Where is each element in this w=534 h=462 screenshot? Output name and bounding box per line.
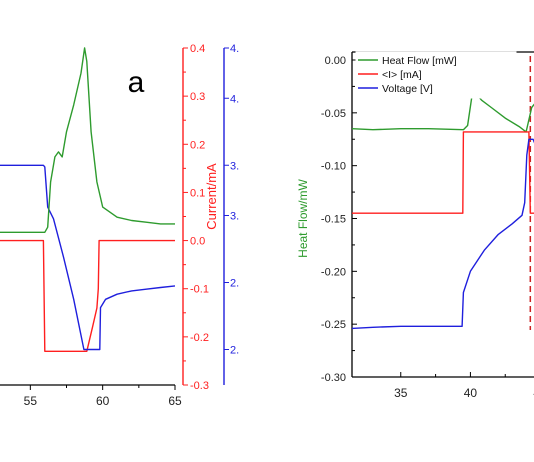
voltage-series-line	[0, 164, 175, 351]
current-axis-title: Current/mA	[204, 163, 219, 230]
y-tick-label: 0.00	[325, 55, 346, 67]
heat-flow-series-line	[352, 93, 534, 133]
voltage-tick-label: 2.	[230, 345, 239, 357]
current-tick-label: -0.3	[190, 380, 209, 392]
voltage-tick-label: 3.	[230, 160, 239, 172]
x-tick-label: 35	[394, 386, 408, 400]
current-tick-label: -0.1	[190, 284, 209, 296]
current-tick-label: 0.3	[190, 91, 205, 103]
current-tick-label: -0.2	[190, 332, 209, 344]
y-tick-label: -0.10	[321, 161, 346, 173]
legend-box	[355, 51, 517, 99]
x-tick-label: 55	[24, 394, 38, 408]
panel-a: 55 60 65 0.4 0.3 0.2 0.1 0.0 -0.1 -0.2 -0.3 Current…	[0, 43, 239, 408]
current-series-line	[0, 239, 175, 352]
voltage-tick-label: 2.	[230, 278, 239, 290]
panel-b: 0.00-0.05-0.10-0.15-0.20-0.25-0.30354045…	[296, 51, 534, 400]
x-tick-label: 60	[96, 394, 110, 408]
legend-entry: Heat Flow [mW]	[382, 55, 457, 67]
current-series-line	[352, 131, 534, 214]
y-axis-title: Heat Flow/mW	[296, 178, 310, 257]
current-tick-label: 0.4	[190, 43, 205, 55]
x-tick-label: 40	[464, 386, 478, 400]
current-tick-label: 0.2	[190, 139, 205, 151]
x-tick-label: 65	[168, 394, 182, 408]
y-tick-label: -0.15	[321, 214, 346, 226]
y-tick-label: -0.05	[321, 108, 346, 120]
legend-entry: Voltage [V]	[382, 83, 433, 95]
voltage-tick-label: 3.	[230, 211, 239, 223]
y-tick-label: -0.30	[321, 372, 346, 384]
current-tick-label: 0.1	[190, 187, 205, 199]
heat-series-line	[0, 47, 175, 233]
legend-entry: <I> [mA]	[382, 69, 422, 81]
voltage-tick-label: 4.	[230, 93, 239, 105]
voltage-series-line	[352, 138, 534, 330]
current-tick-label: 0.0	[190, 236, 205, 248]
voltage-tick-label: 4.	[230, 43, 239, 55]
y-tick-label: -0.20	[321, 266, 346, 278]
panel-label: a	[128, 66, 145, 99]
y-tick-label: -0.25	[321, 319, 346, 331]
